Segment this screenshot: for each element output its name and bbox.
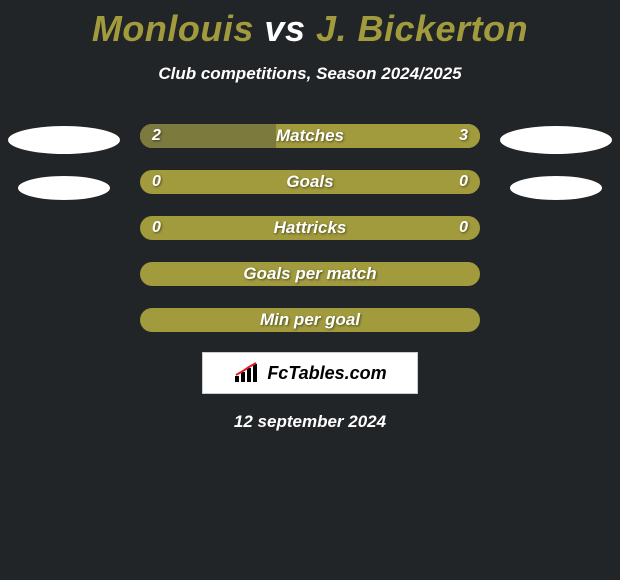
stat-label: Goals per match — [140, 262, 480, 286]
right-avatar-column — [496, 124, 616, 200]
page-title: Monlouis vs J. Bickerton — [0, 0, 620, 50]
subtitle: Club competitions, Season 2024/2025 — [0, 64, 620, 84]
stat-row: Min per goal — [140, 308, 480, 332]
right-avatar-placeholder — [510, 176, 602, 200]
stat-label: Hattricks — [140, 216, 480, 240]
stat-label: Min per goal — [140, 308, 480, 332]
brand-footer: FcTables.com — [0, 352, 620, 394]
brand-chart-icon — [233, 362, 261, 384]
right-avatar-placeholder — [500, 126, 612, 154]
stat-value-right: 3 — [459, 124, 468, 148]
stat-label: Matches — [140, 124, 480, 148]
stat-row: Matches2 3 — [140, 124, 480, 148]
player2-name: J. Bickerton — [316, 8, 528, 49]
brand-text: FcTables.com — [267, 363, 386, 384]
stat-row: Goals0 0 — [140, 170, 480, 194]
stat-value-left: 0 — [152, 216, 161, 240]
stat-rows-container: Matches23Goals00Hattricks00Goals per mat… — [140, 124, 480, 332]
vs-label: vs — [264, 8, 305, 49]
stat-value-right: 0 — [459, 216, 468, 240]
brand-box: FcTables.com — [202, 352, 418, 394]
comparison-content: Matches23Goals00Hattricks00Goals per mat… — [0, 124, 620, 332]
stat-row: Hattricks0 0 — [140, 216, 480, 240]
stat-value-right: 0 — [459, 170, 468, 194]
left-avatar-column — [4, 124, 124, 200]
date-label: 12 september 2024 — [0, 412, 620, 432]
stat-value-left: 2 — [152, 124, 161, 148]
left-avatar-placeholder — [8, 126, 120, 154]
left-avatar-placeholder — [18, 176, 110, 200]
player1-name: Monlouis — [92, 8, 254, 49]
stat-value-left: 0 — [152, 170, 161, 194]
stat-row: Goals per match — [140, 262, 480, 286]
stat-label: Goals — [140, 170, 480, 194]
